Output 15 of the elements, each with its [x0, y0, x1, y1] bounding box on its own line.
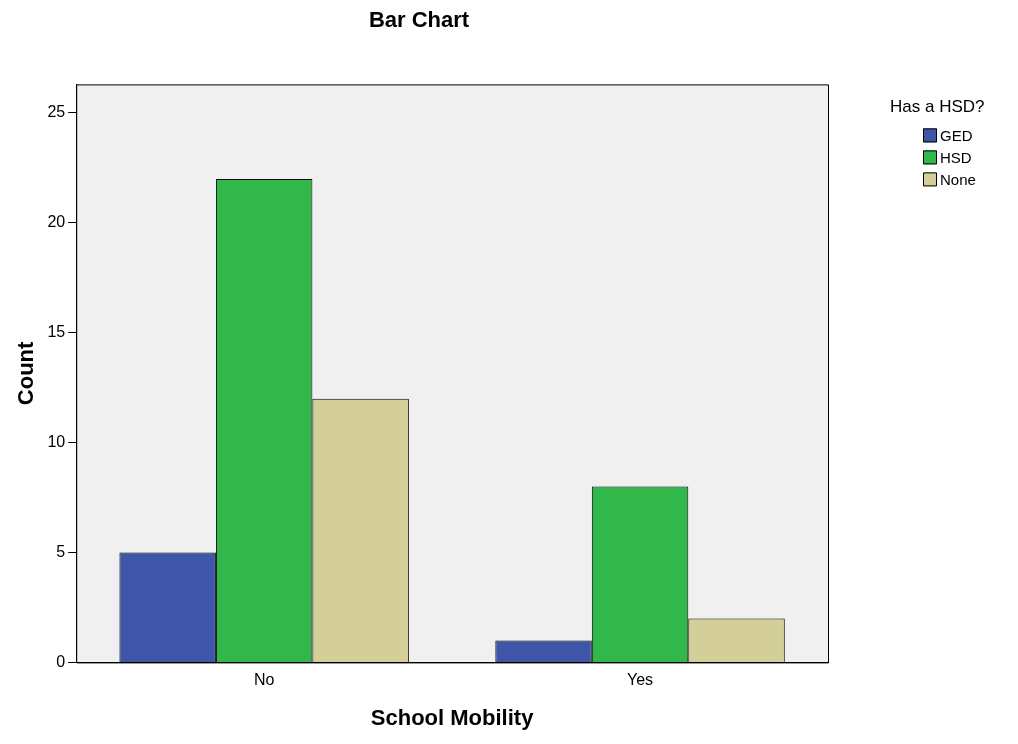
y-tick-label: 0 [56, 652, 66, 670]
y-tick-label: 5 [56, 542, 66, 560]
x-tick-label: Yes [626, 671, 654, 689]
legend-title: Has a HSD? [890, 97, 985, 117]
y-axis-title: Count [13, 340, 39, 406]
y-tick-label: 20 [47, 213, 66, 231]
chart-title: Bar Chart [368, 7, 470, 33]
y-tick-label: 25 [47, 103, 66, 121]
legend-label: HSD [940, 148, 972, 166]
legend-label: GED [940, 126, 973, 144]
y-tick-label: 10 [47, 433, 66, 451]
x-axis-title: School Mobility [370, 704, 535, 730]
legend-label: None [940, 170, 976, 188]
y-tick-label: 15 [47, 323, 66, 341]
x-tick-label: No [253, 671, 275, 689]
